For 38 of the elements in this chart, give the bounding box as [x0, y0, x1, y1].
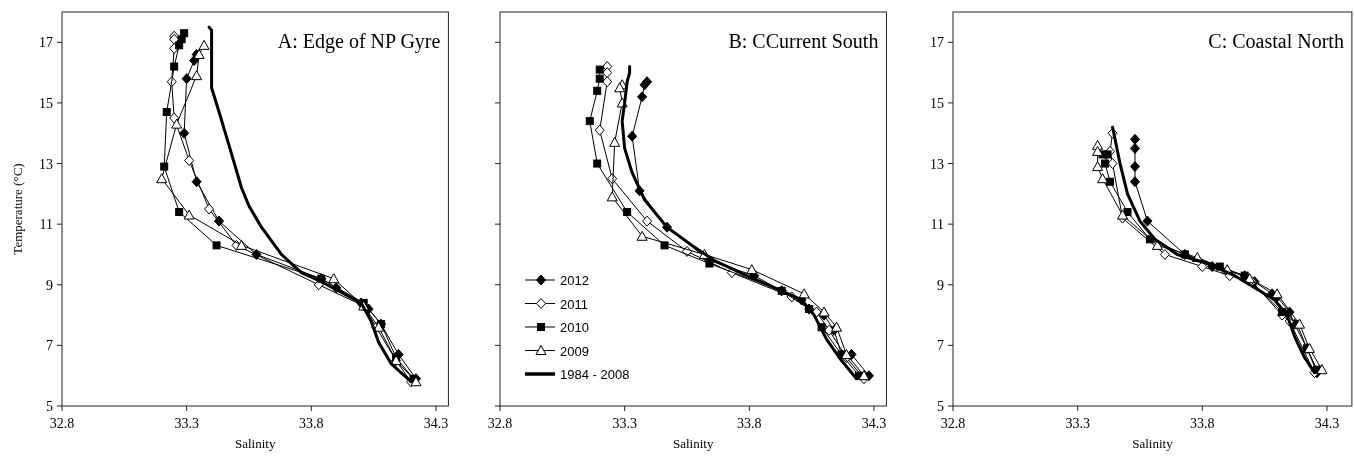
- x-tick-label: 32.8: [940, 416, 966, 431]
- x-tick-label: 33.3: [612, 416, 637, 431]
- y-tick-label: 11: [39, 217, 53, 233]
- legend-label: 2010: [560, 320, 589, 335]
- y-tick-label: 9: [46, 277, 53, 293]
- x-axis-title: Salinity: [234, 436, 276, 451]
- y-tick-label: 5: [937, 399, 944, 414]
- y-tick-label: 9: [937, 277, 944, 293]
- y-tick-label: 15: [39, 95, 53, 111]
- text: A: Edge of NP Gyre: [277, 30, 441, 53]
- y-tick-label: 5: [46, 399, 53, 414]
- x-axis-title: Salinity: [672, 436, 714, 451]
- x-axis-title: Salinity: [1132, 436, 1174, 451]
- y-tick-label: 13: [39, 156, 53, 172]
- legend-label: 1984 - 2008: [560, 367, 630, 382]
- x-tick-label: 34.3: [423, 416, 449, 431]
- x-tick-label: 33.3: [1065, 416, 1090, 431]
- y-tick-label: 13: [930, 156, 944, 172]
- x-tick-label: 32.8: [49, 416, 75, 431]
- legend-label: 2011: [560, 296, 588, 312]
- x-tick-label: 33.8: [737, 416, 762, 431]
- y-tick-label: 15: [930, 95, 944, 111]
- x-tick-label: 33.8: [299, 416, 324, 431]
- y-tick-label: 7: [937, 338, 944, 354]
- text: C: Coastal North: [1208, 30, 1344, 52]
- x-tick-label: 33.3: [174, 416, 199, 431]
- x-tick-label: 33.8: [1190, 416, 1215, 431]
- text: B: CCurrent South: [728, 30, 879, 52]
- y-tick-label: 11: [930, 217, 944, 233]
- y-axis-title: Temperature (°C): [10, 163, 25, 255]
- x-tick-label: 32.8: [487, 416, 513, 431]
- y-tick-label: 17: [39, 35, 53, 51]
- legend-label: 2012: [560, 273, 589, 288]
- y-tick-label: 17: [930, 35, 944, 51]
- y-tick-label: 7: [46, 338, 53, 354]
- x-tick-label: 34.3: [1314, 416, 1340, 431]
- x-tick-label: 34.3: [861, 416, 887, 431]
- legend-label: 2009: [560, 343, 589, 359]
